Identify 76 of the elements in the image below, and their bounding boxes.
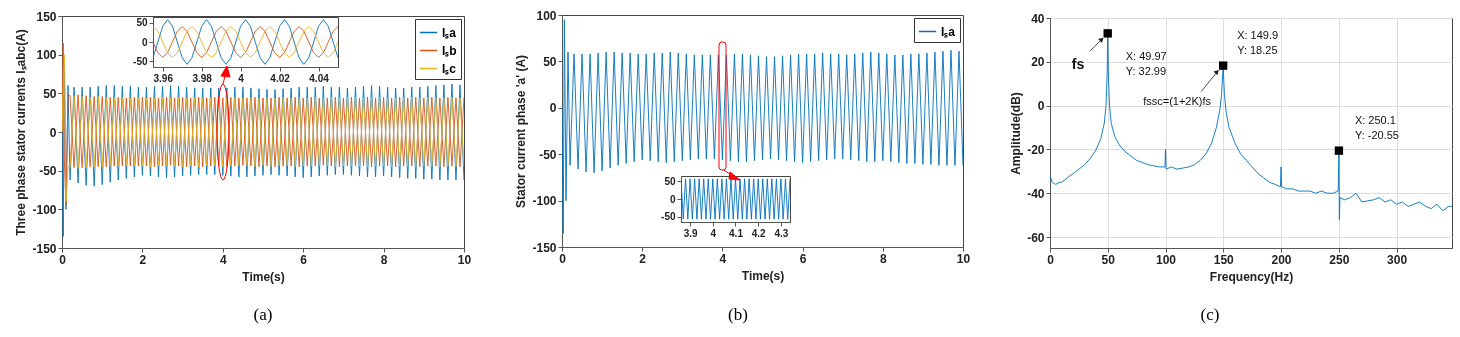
legend-label: Iₛa bbox=[941, 24, 956, 39]
legend-label: Iₛb bbox=[442, 43, 457, 58]
x-tick-label: 3.9 bbox=[683, 227, 698, 239]
y-tick-label: 100 bbox=[36, 48, 57, 63]
y-tick-label: 50 bbox=[136, 17, 148, 29]
x-tick-label: 6 bbox=[799, 251, 807, 266]
x-tick-label: 8 bbox=[879, 251, 887, 266]
x-tick-label: 4.3 bbox=[774, 227, 789, 239]
point bbox=[1103, 29, 1112, 38]
x-tick-label: 4 bbox=[219, 252, 227, 267]
legend-label: Iₛc bbox=[442, 61, 457, 76]
annotation: fs bbox=[1071, 56, 1085, 73]
x-tick-label: 8 bbox=[380, 252, 388, 267]
y-tick-label: 20 bbox=[1031, 55, 1045, 70]
x-tick-label: 0 bbox=[1047, 252, 1055, 267]
x-tick-label: 200 bbox=[1271, 252, 1292, 267]
x-tick-label: 6 bbox=[300, 252, 308, 267]
y-tick-label: 0 bbox=[141, 36, 148, 48]
y-tick-label: 0 bbox=[1037, 99, 1045, 114]
x-tick-label: 50 bbox=[1101, 252, 1116, 267]
y-axis-title: Amplitude(dB) bbox=[1009, 92, 1024, 175]
x-tick-label: 3.96 bbox=[153, 72, 174, 84]
y-tick-label: 0 bbox=[669, 193, 676, 205]
y-tick-label: -150 bbox=[32, 241, 57, 256]
x-axis-title: Time(s) bbox=[741, 268, 785, 283]
x-tick-label: 4 bbox=[719, 251, 727, 266]
x-tick-label: 2 bbox=[639, 251, 647, 266]
text: (a) bbox=[253, 305, 273, 325]
x-tick-label: 4 bbox=[238, 72, 245, 84]
y-tick-label: 50 bbox=[664, 175, 676, 187]
data-label: X: 250.1 Y: -20.55 bbox=[1354, 113, 1399, 141]
x-tick-label: 4.1 bbox=[729, 227, 744, 239]
y-tick-label: -50 bbox=[661, 211, 676, 223]
point bbox=[1334, 146, 1344, 155]
y-tick-label: -100 bbox=[32, 202, 57, 217]
x-tick-label: 300 bbox=[1387, 252, 1408, 267]
y-tick-label: 40 bbox=[1031, 11, 1045, 26]
y-tick-label: -20 bbox=[1027, 142, 1045, 157]
x-tick-label: 2 bbox=[139, 252, 147, 267]
text: (c) bbox=[1200, 305, 1220, 325]
y-tick-label: -150 bbox=[532, 240, 557, 255]
x-tick-label: 3.98 bbox=[192, 72, 213, 84]
y-axis-title: Stator current phase 'a' (A) bbox=[514, 54, 529, 209]
x-axis-title: Time(s) bbox=[242, 269, 285, 284]
y-tick-label: 50 bbox=[543, 54, 557, 69]
y-tick-label: 50 bbox=[43, 86, 57, 101]
x-tick-label: 4.04 bbox=[309, 72, 330, 84]
annotation: fssc=(1+2K)fs bbox=[1143, 94, 1212, 107]
x-tick-label: 4.2 bbox=[751, 227, 767, 239]
x-tick-label: 10 bbox=[457, 252, 472, 267]
x-tick-label: 4 bbox=[710, 227, 717, 239]
x-tick-label: 150 bbox=[1213, 252, 1235, 267]
y-tick-label: -60 bbox=[1027, 230, 1045, 245]
y-tick-label: 100 bbox=[536, 8, 557, 23]
y-tick-label: 0 bbox=[49, 125, 57, 140]
line-series bbox=[153, 26, 338, 58]
legend-label: Iₛa bbox=[442, 25, 457, 40]
y-axis-title: Three phase stator currents Iₛabc(A) bbox=[14, 29, 29, 236]
data-label: X: 49.97 Y: 32.99 bbox=[1125, 50, 1167, 78]
y-tick-label: -40 bbox=[1027, 186, 1045, 201]
x-axis-title: Frequency(Hz) bbox=[1209, 269, 1294, 284]
y-tick-label: -50 bbox=[133, 55, 148, 67]
y-tick-label: -50 bbox=[539, 147, 557, 162]
point bbox=[1218, 61, 1228, 70]
y-tick-label: -100 bbox=[532, 194, 557, 209]
x-tick-label: 10 bbox=[956, 251, 971, 266]
x-tick-label: 250 bbox=[1329, 252, 1350, 267]
y-tick-label: 150 bbox=[36, 9, 57, 24]
y-tick-label: -50 bbox=[39, 164, 57, 179]
x-tick-label: 100 bbox=[1156, 252, 1177, 267]
x-tick-label: 0 bbox=[59, 252, 67, 267]
x-tick-label: 0 bbox=[559, 251, 567, 266]
data-label: X: 149.9 Y: 18.25 bbox=[1237, 28, 1279, 56]
y-tick-label: 0 bbox=[549, 101, 557, 116]
text: (b) bbox=[728, 305, 748, 325]
x-tick-label: 4.02 bbox=[270, 72, 291, 84]
